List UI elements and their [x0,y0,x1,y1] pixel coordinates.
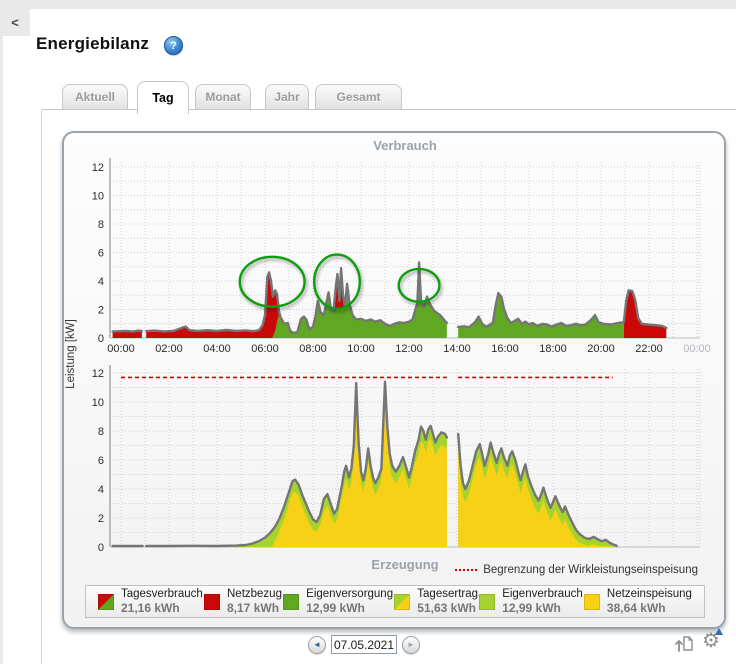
page-title: Energiebilanz [36,34,150,53]
next-day-button[interactable]: ► [402,635,420,654]
svg-text:Leistung [kW]: Leistung [kW] [65,319,77,389]
self-consumption-swatch-icon [479,593,496,610]
tab-gesamt[interactable]: Gesamt [315,84,402,109]
export-button[interactable] [674,634,694,654]
tabbar-divider [41,109,736,110]
svg-text:10: 10 [92,191,104,203]
svg-text:12:00: 12:00 [395,343,423,355]
settings-button[interactable]: ⚙ [698,628,724,654]
svg-text:04:00: 04:00 [203,343,231,355]
legend-item-eigenverbrauch: Eigenverbrauch 12,99 kWh [479,588,583,615]
legend-label: Eigenverbrauch [502,588,583,600]
svg-text:18:00: 18:00 [539,343,567,355]
consumption-split-swatch-icon [98,593,114,610]
export-icon [675,636,693,652]
legend-item-netzeinspeisung: Netzeinspeisung 38,64 kWh [583,588,692,615]
collapse-sidebar-button[interactable]: < [0,9,30,36]
legend-item-netzbezug: Netzbezug 8,17 kWh [204,588,282,615]
gear-icon: ⚙ [702,630,720,652]
yield-split-swatch-icon [394,593,411,610]
svg-text:12: 12 [92,162,104,174]
feed-in-swatch-icon [583,593,600,610]
tab-aktuell[interactable]: Aktuell [62,84,128,109]
svg-text:6: 6 [98,455,104,467]
legend-value: 21,16 kWh [121,601,180,615]
arrow-right-icon: ► [407,640,415,649]
legend-value: 51,63 kWh [417,601,476,615]
svg-text:16:00: 16:00 [491,343,519,355]
grid-purchase-swatch-icon [204,593,220,610]
generation-chart-title: Erzeugung [371,557,439,572]
content-left-border [41,109,42,664]
legend-value: 12,99 kWh [502,601,561,615]
tab-jahr[interactable]: Jahr [265,84,309,109]
svg-text:0: 0 [98,542,104,554]
svg-text:2: 2 [98,305,104,317]
legend-item-tagesverbrauch: Tagesverbrauch 21,16 kWh [98,588,203,615]
svg-text:0: 0 [98,333,104,345]
chevron-left-icon: < [11,15,19,30]
svg-text:4: 4 [98,276,104,288]
svg-text:22:00: 22:00 [635,343,663,355]
legend-label: Tagesertrag [417,588,479,600]
legend-value: 38,64 kWh [606,601,666,615]
energy-balance-charts: 0 2 4 6 8 10 12 00:00 02:00 04:00 06:00 08:00 10:00 1… [65,158,711,554]
svg-text:00:00: 00:00 [107,343,135,355]
svg-text:06:00: 06:00 [251,343,279,355]
dropdown-arrow-icon [715,628,723,635]
legend-label: Netzbezug [227,588,282,600]
feed-in-limit-legend: Begrenzung der Wirkleistungseinspeisung [455,564,698,576]
consumption-chart-title: Verbrauch [373,138,437,153]
tab-tag[interactable]: Tag [137,81,189,114]
self-supply-swatch-icon [283,593,300,610]
legend-value: 12,99 kWh [306,601,365,615]
date-navigation: ◄ ► [308,635,420,654]
svg-text:00:00: 00:00 [683,343,711,355]
svg-text:4: 4 [98,484,104,496]
red-dotted-line-icon [455,569,478,571]
legend-label: Eigenversorgung [306,588,394,600]
svg-text:14:00: 14:00 [443,343,471,355]
svg-text:02:00: 02:00 [155,343,183,355]
energy-legend: Tagesverbrauch 21,16 kWh Netzbezug 8,17 … [85,585,705,618]
svg-text:08:00: 08:00 [299,343,327,355]
legend-label: Tagesverbrauch [121,588,203,600]
arrow-left-icon: ◄ [313,640,321,649]
svg-text:10: 10 [92,397,104,409]
svg-text:20:00: 20:00 [587,343,615,355]
svg-text:10:00: 10:00 [347,343,375,355]
legend-item-tagesertrag: Tagesertrag 51,63 kWh [394,588,478,615]
help-icon[interactable]: ? [164,36,183,55]
legend-item-eigenversorgung: Eigenversorgung 12,99 kWh [283,588,393,615]
svg-text:8: 8 [98,219,104,231]
chart-panel: 0 2 4 6 8 10 12 00:00 02:00 04:00 06:00 08:00 10:00 1… [62,131,726,629]
svg-text:6: 6 [98,248,104,260]
legend-value: 8,17 kWh [227,601,280,615]
svg-text:2: 2 [98,513,104,525]
legend-label: Netzeinspeisung [606,588,692,600]
svg-text:8: 8 [98,426,104,438]
feed-in-limit-label: Begrenzung der Wirkleistungseinspeisung [483,564,698,576]
svg-text:12: 12 [92,368,104,380]
previous-day-button[interactable]: ◄ [308,635,326,654]
date-input[interactable] [331,635,397,654]
tab-monat[interactable]: Monat [195,84,251,109]
